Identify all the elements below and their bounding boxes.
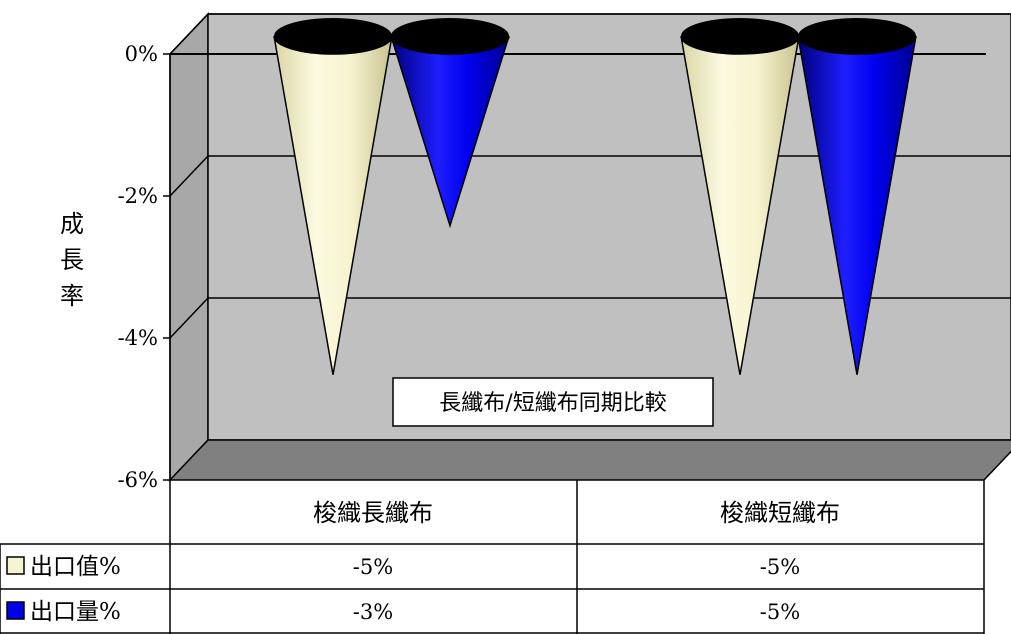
category-label: 梭織長纖布 [313, 499, 433, 527]
side-wall [169, 12, 209, 482]
plot-area [273, 18, 917, 375]
category-label: 梭織短纖布 [720, 499, 840, 527]
gridline [169, 13, 209, 55]
cone-bar [273, 18, 393, 375]
table-cell: -5% [760, 555, 800, 579]
cone-bar [680, 18, 800, 375]
y-axis: 0% -2% -4% -6% [118, 42, 170, 492]
y-tick-label: 0% [125, 42, 158, 66]
gridline [169, 297, 209, 339]
table-cell: -5% [760, 600, 800, 624]
floor [168, 439, 1011, 481]
svg-text:成長率: 成長率 [60, 210, 84, 310]
annotation: 長纖布/短纖布同期比較 [392, 377, 714, 427]
y-tick-label: -6% [118, 468, 158, 492]
legend-label: 出口量% [30, 599, 121, 625]
table-cell: -3% [353, 600, 393, 624]
y-tick-label: -4% [118, 326, 158, 350]
cone-bar [390, 18, 510, 229]
legend-label: 出口值% [30, 554, 121, 580]
legend-swatch [6, 601, 25, 620]
y-tick-label: -2% [118, 184, 158, 208]
cone-bar [797, 18, 917, 375]
y-axis-label: 成長率 [60, 210, 84, 310]
legend-swatch [6, 556, 25, 575]
gridline [169, 155, 209, 197]
annotation-text: 長纖布/短纖布同期比較 [439, 391, 666, 416]
table-cell: -5% [353, 555, 393, 579]
